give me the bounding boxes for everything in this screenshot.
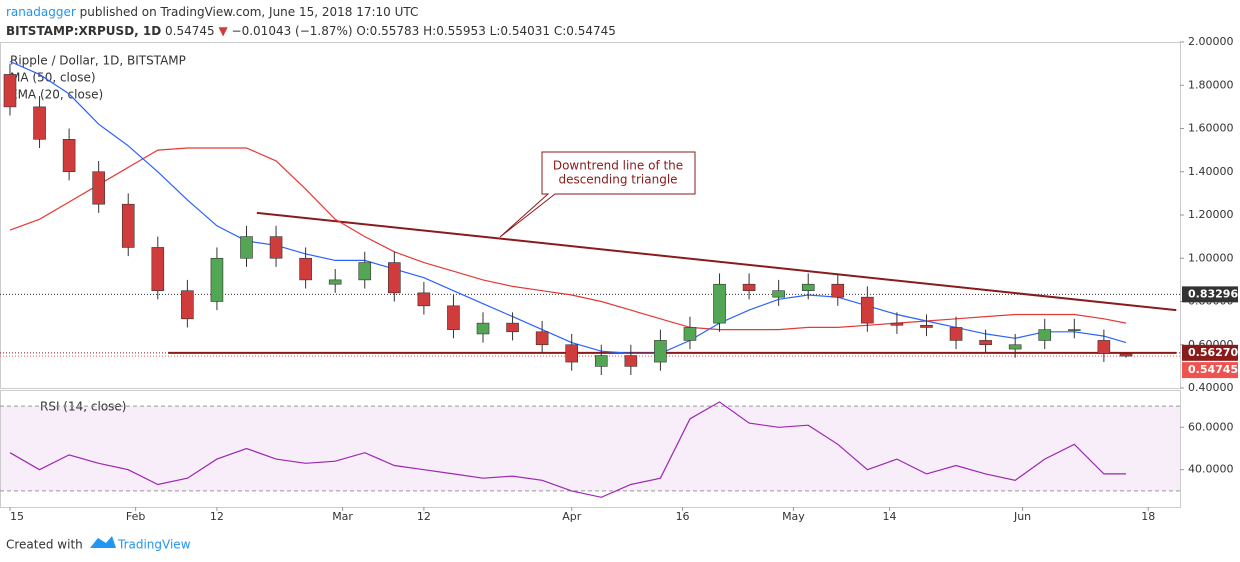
x-tick-label: Jun: [1013, 510, 1031, 523]
rsi-band: [1, 406, 1180, 491]
candle-body: [33, 106, 46, 140]
y-tick-label: 1.60000: [1188, 122, 1234, 135]
ohlc: C:0.54745: [554, 24, 616, 38]
last: 0.54745: [165, 24, 215, 38]
y-tick-label: 1.80000: [1188, 78, 1234, 91]
candle-body: [240, 236, 253, 259]
y-tick-label: 2.00000: [1188, 35, 1234, 48]
x-tick-label: 18: [1141, 510, 1155, 523]
chart-title: Ripple / Dollar, 1D, BITSTAMP: [10, 54, 186, 68]
annotation-text: Downtrend line of the: [553, 159, 683, 173]
candle-body: [121, 203, 135, 248]
annotation-text: descending triangle: [558, 173, 677, 187]
trendline: [256, 211, 1177, 312]
price-label-box: [1182, 286, 1238, 303]
candle-body: [269, 236, 283, 259]
symbol: BITSTAMP:XRPUSD, 1D: [6, 24, 161, 38]
footer-brand[interactable]: TradingView: [117, 538, 191, 552]
ohlc: L:0.54031: [490, 24, 550, 38]
candle-body: [151, 247, 165, 291]
x-tick-label: 16: [676, 510, 690, 523]
x-tick-label: May: [782, 510, 805, 523]
x-tick-label: 12: [210, 510, 224, 523]
x-tick-label: 14: [883, 510, 897, 523]
ma-line: [9, 147, 1127, 331]
legend-entry: EMA (20, close): [10, 88, 103, 102]
candle-body: [210, 257, 224, 302]
candle-body: [654, 340, 667, 363]
price-label-box: [1182, 362, 1238, 379]
logo: [90, 536, 116, 548]
published: published on TradingView.com, June 15, 2…: [80, 5, 419, 19]
candle-body: [772, 290, 785, 298]
y-tick-label: 0.40000: [1188, 381, 1234, 394]
candle-body: [417, 292, 431, 307]
annotation: Downtrend line of the descending triangl…: [499, 151, 696, 238]
x-tick-label: Mar: [332, 510, 353, 523]
candle-body: [388, 262, 401, 294]
candle-body: [920, 324, 933, 328]
candle-body: [358, 262, 372, 281]
candle-body: [1008, 344, 1022, 350]
footer-text: Created with: [6, 538, 83, 552]
change: −0.01043 (−1.87%): [232, 24, 353, 38]
rsi-line: [9, 401, 1126, 498]
candle-body: [1068, 329, 1081, 331]
x-tick-label: Apr: [562, 510, 582, 523]
candle-body: [476, 322, 490, 335]
arrow: ▼: [218, 24, 228, 38]
candle-body: [594, 355, 608, 367]
callout-box: [499, 151, 696, 238]
candle-body: [328, 279, 342, 285]
candle-body: [3, 74, 17, 108]
ohlc: O:0.55783: [356, 24, 419, 38]
price-label: 0.54745: [1188, 363, 1238, 376]
rsi-pane: [0, 390, 1181, 508]
x-tick-label: Feb: [126, 510, 145, 523]
candle-body: [506, 322, 519, 333]
y-tick-label: 60.0000: [1188, 420, 1234, 433]
ohlc: H:0.55953: [423, 24, 486, 38]
candle-body: [979, 340, 992, 346]
candle-body: [299, 257, 312, 281]
price-label: 0.83296: [1188, 287, 1238, 300]
candle-body: [742, 283, 756, 291]
y-tick-label: 1.40000: [1188, 165, 1234, 178]
price-label-box: [1182, 344, 1238, 361]
candle-body: [565, 344, 579, 363]
ma-line: [9, 60, 1127, 354]
y-tick-label: 1.20000: [1188, 208, 1234, 221]
candle-body: [831, 283, 845, 298]
x-tick-label: 12: [417, 510, 431, 523]
header-line: ranadagger published on TradingView.com,…: [6, 5, 418, 19]
candle-body: [890, 322, 904, 326]
candle-body: [62, 139, 76, 173]
candle-body: [624, 355, 638, 367]
candle-body: [949, 327, 963, 341]
legend-entry: MA (50, close): [10, 71, 96, 85]
candle-body: [861, 296, 874, 324]
y-tick-label: 40.0000: [1188, 463, 1234, 476]
candle-body: [1038, 329, 1052, 341]
symbol-line: BITSTAMP:XRPUSD, 1D 0.54745 ▼ −0.01043 (…: [6, 24, 616, 38]
candle-body: [1119, 353, 1133, 357]
candle-body: [683, 327, 697, 341]
candle-body: [713, 283, 726, 324]
price-label: 0.56270: [1188, 346, 1238, 359]
x-tick-label: 15: [10, 510, 24, 523]
y-tick-label: 1.00000: [1188, 251, 1234, 264]
candle-body: [447, 305, 460, 330]
candle-body: [1097, 340, 1111, 354]
candle-body: [92, 171, 105, 205]
candle-body: [801, 283, 815, 291]
rsi-title: RSI (14, close): [40, 400, 126, 414]
candle-body: [535, 331, 549, 346]
author[interactable]: ranadagger: [6, 5, 76, 19]
candle-body: [181, 290, 194, 320]
